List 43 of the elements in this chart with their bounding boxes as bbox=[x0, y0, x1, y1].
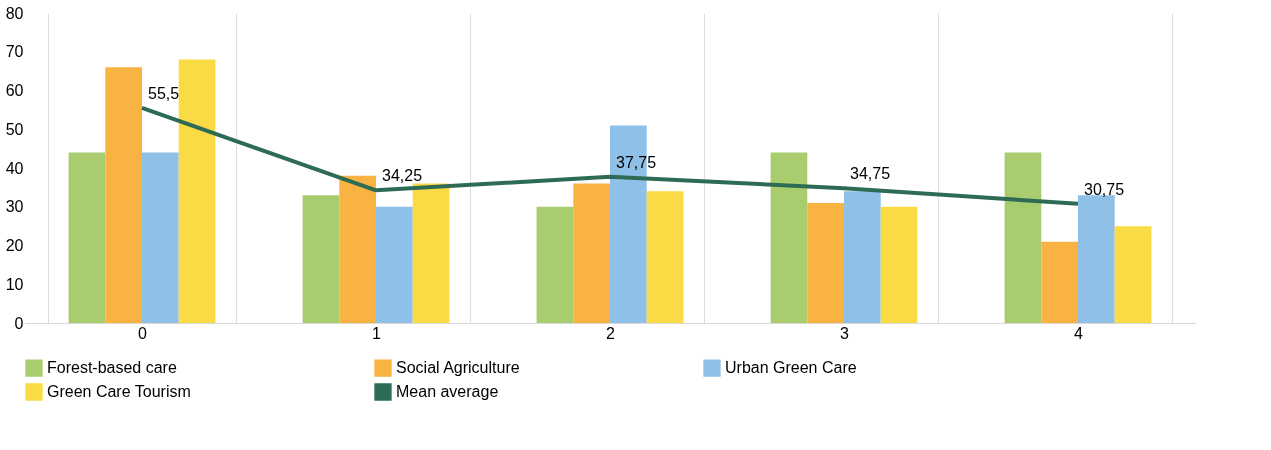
x-tick-label: 4 bbox=[1074, 324, 1084, 342]
bar bbox=[1078, 195, 1115, 323]
bar bbox=[376, 206, 413, 323]
y-tick-label: 20 bbox=[5, 237, 24, 254]
y-tick-label: 70 bbox=[5, 43, 24, 61]
bar bbox=[807, 202, 844, 323]
data-label: 30,75 bbox=[1084, 180, 1125, 198]
y-tick-label: 50 bbox=[5, 120, 24, 138]
data-label: 37,75 bbox=[616, 153, 657, 171]
bar bbox=[339, 175, 376, 323]
bar bbox=[1114, 226, 1152, 323]
data-label: 34,75 bbox=[850, 165, 891, 183]
legend-label: Mean average bbox=[396, 383, 499, 400]
y-tick-label: 60 bbox=[5, 82, 24, 99]
bar bbox=[536, 206, 574, 323]
y-tick-label: 80 bbox=[5, 4, 24, 22]
data-label: 34,25 bbox=[382, 167, 423, 185]
data-label: 55,5 bbox=[148, 84, 180, 102]
bar bbox=[770, 152, 808, 323]
bar bbox=[412, 183, 450, 323]
line-series bbox=[140, 105, 1080, 206]
bar bbox=[178, 59, 216, 323]
y-tick-label: 30 bbox=[5, 198, 24, 216]
bar bbox=[646, 191, 684, 323]
legend-label: Green Care Tourism bbox=[47, 383, 191, 400]
bar bbox=[1004, 152, 1042, 323]
legend-label: Social Agriculture bbox=[396, 359, 520, 377]
x-tick-label: 0 bbox=[138, 324, 148, 342]
bar bbox=[844, 191, 881, 323]
bar bbox=[1041, 241, 1078, 323]
bar bbox=[880, 206, 918, 323]
bar bbox=[68, 152, 106, 323]
x-tick-label: 3 bbox=[840, 324, 850, 342]
y-tick-label: 10 bbox=[5, 275, 24, 293]
x-tick-label: 2 bbox=[606, 324, 616, 342]
bar bbox=[105, 67, 142, 323]
bar bbox=[302, 195, 340, 323]
legend-label: Forest-based care bbox=[47, 359, 177, 377]
x-tick-label: 1 bbox=[372, 324, 382, 342]
bar bbox=[573, 183, 610, 323]
y-tick-label: 40 bbox=[5, 159, 24, 177]
bar bbox=[142, 152, 179, 323]
legend-label: Urban Green Care bbox=[725, 359, 857, 377]
